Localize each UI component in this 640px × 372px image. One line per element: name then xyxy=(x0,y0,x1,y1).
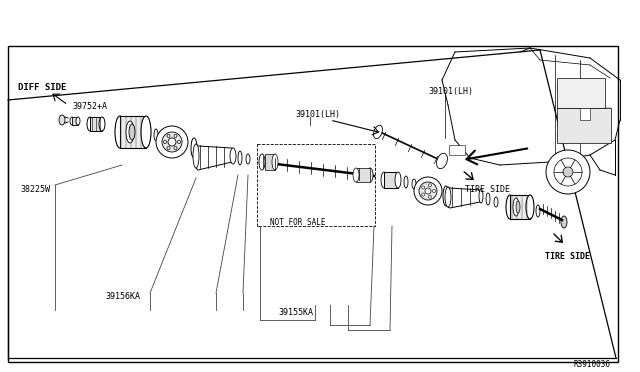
Ellipse shape xyxy=(126,121,134,143)
Polygon shape xyxy=(448,187,482,208)
Ellipse shape xyxy=(353,168,359,182)
Ellipse shape xyxy=(381,172,387,188)
Ellipse shape xyxy=(59,115,65,125)
Ellipse shape xyxy=(479,189,483,203)
Ellipse shape xyxy=(374,125,383,139)
Circle shape xyxy=(156,126,188,158)
Polygon shape xyxy=(196,144,234,170)
Ellipse shape xyxy=(395,172,401,188)
Circle shape xyxy=(414,177,442,205)
Circle shape xyxy=(425,188,431,194)
Ellipse shape xyxy=(445,187,451,207)
Bar xyxy=(8,46,618,362)
Circle shape xyxy=(428,195,431,198)
Ellipse shape xyxy=(259,154,265,170)
Ellipse shape xyxy=(516,201,520,213)
Circle shape xyxy=(428,184,431,187)
Ellipse shape xyxy=(246,154,250,164)
Circle shape xyxy=(162,132,182,152)
Bar xyxy=(449,145,465,155)
Circle shape xyxy=(422,193,425,196)
Circle shape xyxy=(167,147,170,150)
Text: DIFF SIDE: DIFF SIDE xyxy=(18,83,67,92)
Ellipse shape xyxy=(87,117,93,131)
Text: TIRE SIDE: TIRE SIDE xyxy=(465,185,510,194)
Ellipse shape xyxy=(76,117,80,125)
Ellipse shape xyxy=(486,193,490,205)
Bar xyxy=(356,168,370,182)
Bar xyxy=(265,154,275,170)
Bar xyxy=(90,117,102,131)
Ellipse shape xyxy=(536,205,540,217)
Text: 39155KA: 39155KA xyxy=(278,308,313,317)
Ellipse shape xyxy=(561,216,567,228)
Circle shape xyxy=(177,141,180,144)
Bar xyxy=(384,172,398,188)
Bar xyxy=(120,116,146,148)
Circle shape xyxy=(419,182,437,200)
Text: 39101(LH): 39101(LH) xyxy=(428,87,473,96)
Circle shape xyxy=(433,189,435,192)
Circle shape xyxy=(174,134,177,137)
Ellipse shape xyxy=(193,144,199,168)
Text: 38225W: 38225W xyxy=(20,185,50,194)
Circle shape xyxy=(167,134,170,137)
Ellipse shape xyxy=(129,124,135,140)
Ellipse shape xyxy=(436,153,447,169)
Text: 39156KA: 39156KA xyxy=(105,292,140,301)
Ellipse shape xyxy=(506,195,514,219)
Circle shape xyxy=(563,167,573,177)
Ellipse shape xyxy=(404,176,408,188)
Ellipse shape xyxy=(70,117,74,125)
Ellipse shape xyxy=(141,116,151,148)
Ellipse shape xyxy=(367,168,373,182)
Circle shape xyxy=(168,138,176,146)
Text: TIRE SIDE: TIRE SIDE xyxy=(545,252,590,261)
Bar xyxy=(510,195,530,219)
Ellipse shape xyxy=(412,179,416,189)
Ellipse shape xyxy=(154,129,158,141)
Text: 39752+A: 39752+A xyxy=(72,102,107,111)
Bar xyxy=(557,78,605,108)
Ellipse shape xyxy=(99,117,105,131)
Ellipse shape xyxy=(443,186,449,206)
Text: NOT FOR SALE: NOT FOR SALE xyxy=(270,218,326,227)
Ellipse shape xyxy=(115,116,125,148)
Bar xyxy=(257,144,375,226)
Ellipse shape xyxy=(526,195,534,219)
Text: 39101(LH): 39101(LH) xyxy=(295,110,340,119)
Text: R3910036: R3910036 xyxy=(573,360,610,369)
Circle shape xyxy=(554,158,582,186)
Bar xyxy=(557,108,611,143)
Ellipse shape xyxy=(494,197,498,207)
Bar xyxy=(72,117,78,125)
Ellipse shape xyxy=(272,154,278,170)
Circle shape xyxy=(163,141,166,144)
Ellipse shape xyxy=(513,198,519,216)
Ellipse shape xyxy=(230,148,236,164)
Bar xyxy=(580,108,590,120)
Circle shape xyxy=(546,150,590,194)
Circle shape xyxy=(174,147,177,150)
Ellipse shape xyxy=(191,138,197,158)
Circle shape xyxy=(422,186,425,189)
Ellipse shape xyxy=(238,151,242,165)
